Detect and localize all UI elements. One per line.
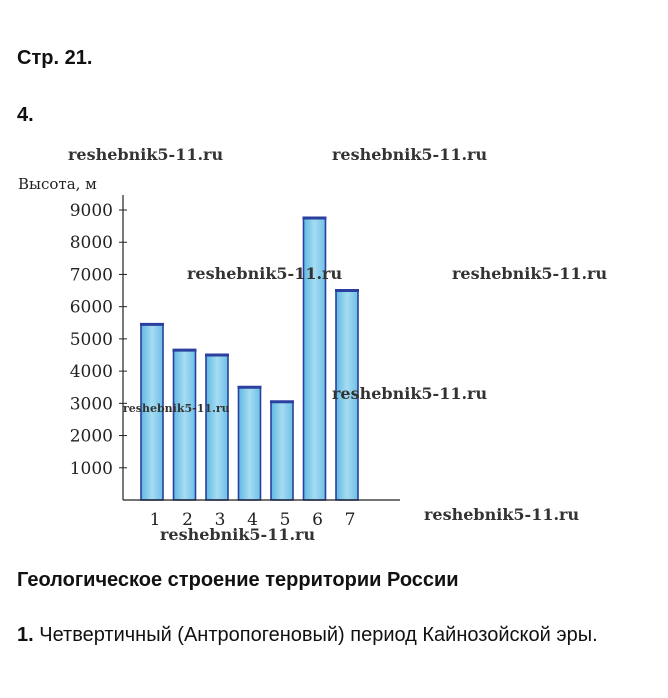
y-tick-label: 3000 [70,394,113,414]
watermark-text: reshebnik5-11.ru [452,264,607,283]
x-tick-label: 4 [247,510,258,530]
watermark-text: reshebnik5-11.ru [332,384,487,403]
watermark-text: reshebnik5-11.ru [123,402,230,415]
y-tick-label: 7000 [70,265,113,285]
task-number: 4. [17,104,34,126]
watermark-text: reshebnik5-11.ru [424,505,579,524]
watermark-text: reshebnik5-11.ru [187,264,342,283]
section-title: Геологическое строение территории России [17,569,459,591]
y-tick-label: 9000 [70,201,113,221]
answer-number: 1. [17,624,34,646]
x-tick-label: 1 [150,510,161,530]
answer-text: Четвертичный (Антропогеновый) период Кай… [39,624,598,646]
x-tick-label: 6 [312,510,323,530]
x-tick-label: 2 [182,510,193,530]
answer-line: 1. Четвертичный (Антропогеновый) период … [17,624,598,647]
watermark-text: reshebnik5-11.ru [332,145,487,164]
height-bar-chart: Высота, м 1000 2000 3000 4000 5000 6000 7000 80… [18,145,607,544]
y-tick-label: 4000 [70,362,113,382]
watermark-text: reshebnik5-11.ru [68,145,223,164]
y-tick-label: 1000 [70,459,113,479]
bar-6 [302,217,327,501]
y-tick-label: 5000 [70,330,113,350]
y-tick-label: 8000 [70,233,113,253]
page-label: Стр. 21. [17,47,93,69]
y-tick-label: 2000 [70,427,113,447]
watermark-text: reshebnik5-11.ru [160,525,315,544]
bar-3 [205,354,229,501]
bar-2 [172,349,197,501]
x-tick-label: 3 [215,510,226,530]
bar-5 [270,400,294,501]
x-tick-label: 7 [345,510,356,530]
y-axis-label: Высота, м [18,175,97,193]
bar-4 [237,386,262,501]
y-tick-label: 6000 [70,298,113,318]
x-tick-label: 5 [280,510,291,530]
